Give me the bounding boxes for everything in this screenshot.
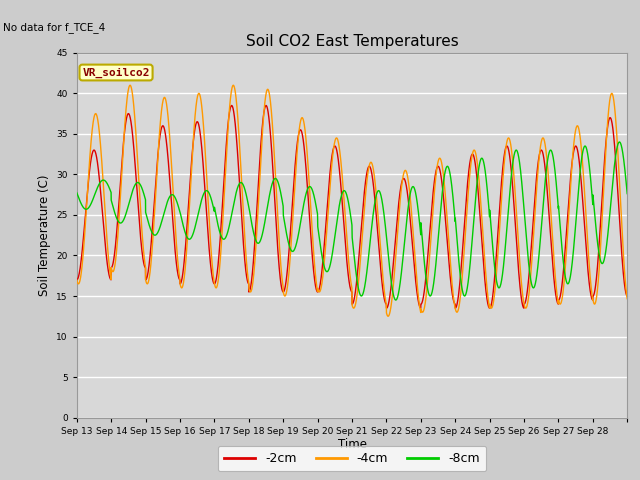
X-axis label: Time: Time xyxy=(337,438,367,451)
Text: VR_soilco2: VR_soilco2 xyxy=(83,67,150,78)
Legend: -2cm, -4cm, -8cm: -2cm, -4cm, -8cm xyxy=(218,446,486,471)
Y-axis label: Soil Temperature (C): Soil Temperature (C) xyxy=(38,174,51,296)
Title: Soil CO2 East Temperatures: Soil CO2 East Temperatures xyxy=(246,34,458,49)
Text: No data for f_TCE_4: No data for f_TCE_4 xyxy=(3,22,106,33)
